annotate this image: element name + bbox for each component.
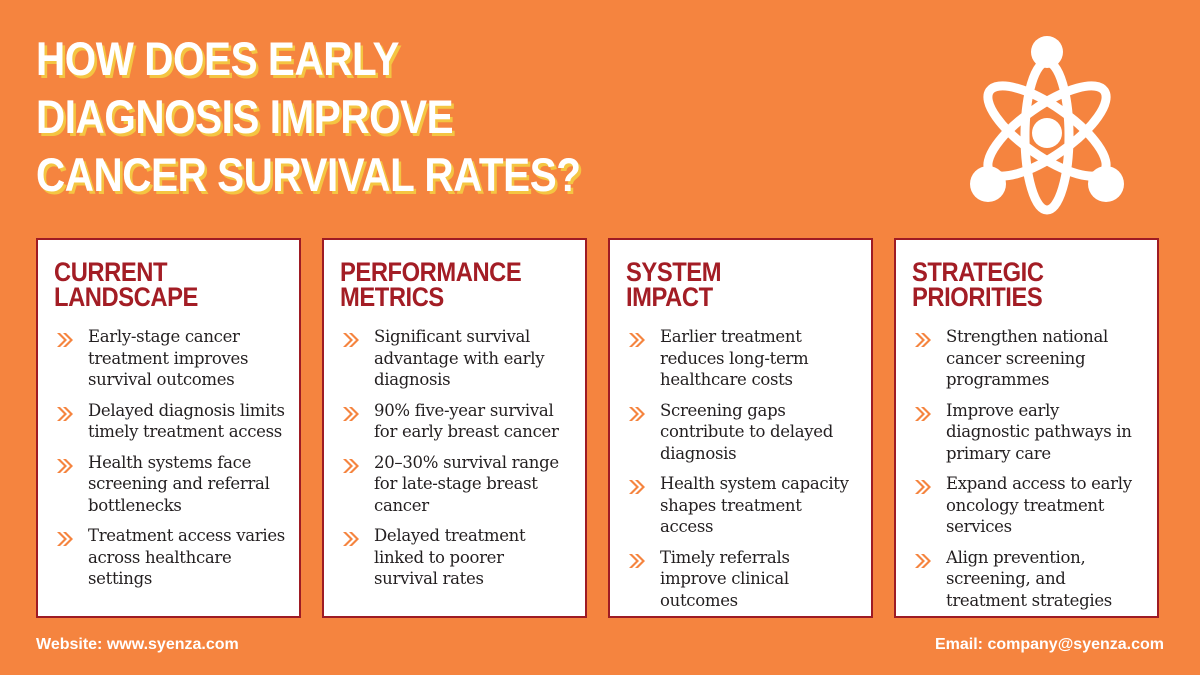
- list-item-text: Significant survival advantage with earl…: [374, 327, 545, 389]
- card-performance-metrics: PERFORMANCE METRICS Significant survival…: [322, 238, 587, 618]
- page-title: HOW DOES EARLY DIAGNOSIS IMPROVE CANCER …: [36, 30, 638, 204]
- double-chevron-right-icon: [915, 480, 931, 494]
- list-item: 90% five-year survival for early breast …: [340, 400, 571, 443]
- double-chevron-right-icon: [343, 333, 359, 347]
- list-item: Delayed treatment linked to poorer survi…: [340, 525, 571, 590]
- card-current-landscape: CURRENT LANDSCAPE Early-stage cancer tre…: [36, 238, 301, 618]
- footer-email[interactable]: Email: company@syenza.com: [934, 636, 1164, 653]
- double-chevron-right-icon: [57, 532, 73, 546]
- list-item-text: Delayed diagnosis limits timely treatmen…: [88, 400, 285, 442]
- list-item-text: Screening gaps contribute to delayed dia…: [660, 400, 834, 463]
- list-item-text: Delayed treatment linked to poorer survi…: [374, 526, 526, 588]
- title-line-3: CANCER SURVIVAL RATES?: [36, 148, 581, 201]
- list-item-text: Earlier treatment reduces long-term heal…: [660, 327, 809, 389]
- list-item-text: Strengthen national cancer screening pro…: [946, 327, 1109, 389]
- card-heading-line: METRICS: [340, 282, 444, 312]
- double-chevron-right-icon: [629, 333, 645, 347]
- double-chevron-right-icon: [629, 553, 645, 568]
- title-line-1: HOW DOES EARLY: [36, 32, 400, 85]
- list-item-text: Expand access to early oncology treatmen…: [946, 474, 1132, 536]
- double-chevron-right-icon: [629, 480, 645, 494]
- card-heading-line: IMPACT: [626, 282, 713, 312]
- list-item-text: Align prevention, screening, and treatme…: [946, 547, 1112, 610]
- list-item: Health system capacity shapes treatment …: [626, 473, 857, 538]
- card-heading: CURRENT LANDSCAPE: [54, 257, 309, 312]
- card-heading-line: STRATEGIC: [912, 257, 1044, 287]
- atom-people-logo-icon: [970, 36, 1124, 215]
- card-heading-line: PERFORMANCE: [340, 257, 522, 287]
- bullet-list: Earlier treatment reduces long-term heal…: [626, 326, 857, 611]
- bullet-list: Strengthen national cancer screening pro…: [912, 326, 1143, 611]
- list-item-text: Improve early diagnostic pathways in pri…: [946, 400, 1132, 463]
- double-chevron-right-icon: [915, 406, 931, 421]
- double-chevron-right-icon: [343, 406, 359, 421]
- card-heading-line: SYSTEM: [626, 257, 722, 287]
- card-heading-line: PRIORITIES: [912, 282, 1043, 312]
- title-line-2: DIAGNOSIS IMPROVE: [36, 90, 454, 143]
- list-item: Screening gaps contribute to delayed dia…: [626, 400, 857, 465]
- double-chevron-right-icon: [915, 333, 931, 347]
- list-item: Improve early diagnostic pathways in pri…: [912, 400, 1143, 465]
- double-chevron-right-icon: [915, 553, 931, 568]
- card-heading-line: LANDSCAPE: [54, 282, 198, 312]
- list-item: Earlier treatment reduces long-term heal…: [626, 326, 857, 391]
- card-heading: STRATEGIC PRIORITIES: [912, 257, 1167, 312]
- card-system-impact: SYSTEM IMPACT Earlier treatment reduces …: [608, 238, 873, 618]
- double-chevron-right-icon: [343, 458, 359, 473]
- card-heading: PERFORMANCE METRICS: [340, 257, 595, 312]
- list-item-text: 20–30% survival range for late-stage bre…: [374, 452, 559, 515]
- list-item-text: Treatment access varies across healthcar…: [88, 526, 285, 588]
- double-chevron-right-icon: [57, 406, 73, 421]
- list-item-text: 90% five-year survival for early breast …: [374, 400, 559, 442]
- list-item: Significant survival advantage with earl…: [340, 326, 571, 391]
- double-chevron-right-icon: [57, 458, 73, 473]
- double-chevron-right-icon: [57, 333, 73, 347]
- list-item-text: Health system capacity shapes treatment …: [660, 474, 849, 536]
- card-heading: SYSTEM IMPACT: [626, 257, 881, 312]
- bullet-list: Early-stage cancer treatment improves su…: [54, 326, 285, 590]
- list-item: Expand access to early oncology treatmen…: [912, 473, 1143, 538]
- list-item: Align prevention, screening, and treatme…: [912, 547, 1143, 612]
- list-item: Strengthen national cancer screening pro…: [912, 326, 1143, 391]
- list-item: Treatment access varies across healthcar…: [54, 525, 285, 590]
- list-item: Delayed diagnosis limits timely treatmen…: [54, 400, 285, 443]
- bullet-list: Significant survival advantage with earl…: [340, 326, 571, 590]
- list-item-text: Early-stage cancer treatment improves su…: [88, 327, 249, 389]
- footer-website[interactable]: Website: www.syenza.com: [36, 636, 239, 653]
- double-chevron-right-icon: [343, 532, 359, 546]
- list-item: Early-stage cancer treatment improves su…: [54, 326, 285, 391]
- list-item: Timely referrals improve clinical outcom…: [626, 547, 857, 612]
- double-chevron-right-icon: [629, 406, 645, 421]
- card-heading-line: CURRENT: [54, 257, 168, 287]
- list-item: 20–30% survival range for late-stage bre…: [340, 452, 571, 517]
- list-item-text: Health systems face screening and referr…: [88, 452, 270, 515]
- list-item: Health systems face screening and referr…: [54, 452, 285, 517]
- list-item-text: Timely referrals improve clinical outcom…: [660, 547, 790, 610]
- card-strategic-priorities: STRATEGIC PRIORITIES Strengthen national…: [894, 238, 1159, 618]
